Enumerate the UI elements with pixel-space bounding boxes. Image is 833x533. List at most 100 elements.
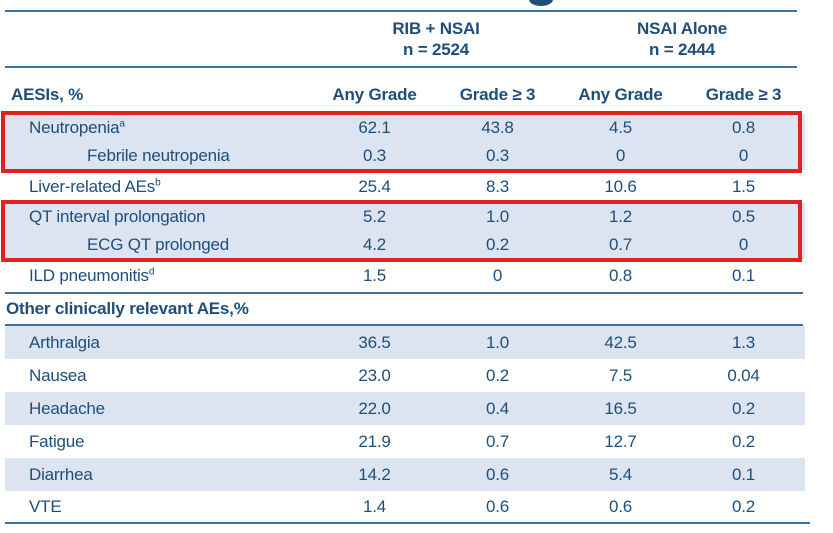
value-cell: 1.2 — [608, 207, 633, 226]
value-cell: 1.4 — [362, 496, 387, 516]
value-cell: 0.8 — [608, 265, 633, 285]
value-cell: 1.5 — [731, 176, 756, 196]
table-row-ecg-qt-prolonged: ECG QT prolonged 4.2 0.2 0.7 0 — [5, 231, 805, 259]
col-header-grade3-1: Grade ≥ 3 — [459, 85, 536, 104]
value-cell: 0.8 — [731, 118, 756, 137]
value-cell: 4.5 — [608, 118, 633, 137]
value-cell: 0.2 — [731, 431, 756, 451]
row-label: VTE — [29, 496, 62, 516]
value-cell: 0.3 — [362, 146, 387, 165]
value-cell: 0.5 — [731, 207, 756, 226]
value-cell: 0.2 — [731, 496, 756, 516]
section-top-rule — [5, 292, 803, 294]
value-cell: 23.0 — [358, 365, 391, 385]
row-label: Fatigue — [29, 431, 85, 451]
row-label: Diarrhea — [29, 464, 93, 484]
value-cell: 0.7 — [485, 431, 510, 451]
group-header-rib-nsai: RIB + NSAI n = 2524 — [313, 12, 559, 66]
value-cell: 0.4 — [485, 398, 510, 418]
value-cell: 0 — [615, 146, 626, 165]
footnote-marker: a — [119, 118, 125, 130]
value-cell: 36.5 — [358, 332, 391, 352]
value-cell: 0.6 — [485, 496, 510, 516]
row-label: Headache — [29, 398, 105, 418]
column-header-row: AESIs, % Any Grade Grade ≥ 3 Any Grade G… — [5, 68, 805, 114]
qt-prolongation-highlight-group: QT interval prolongation 5.2 1.0 1.2 0.5… — [0, 200, 833, 262]
table-row-arthralgia: Arthralgia 36.5 1.0 42.5 1.3 — [5, 326, 805, 359]
footnote-marker: b — [155, 176, 161, 188]
value-cell: 1.0 — [485, 207, 510, 226]
row-label: Neutropeniaa — [29, 118, 125, 137]
table-row-qt-interval-prolongation: QT interval prolongation 5.2 1.0 1.2 0.5 — [5, 203, 805, 231]
value-cell: 21.9 — [358, 431, 391, 451]
value-cell: 0.2 — [485, 235, 510, 254]
top-spacer — [0, 0, 833, 10]
row-label: QT interval prolongation — [29, 207, 206, 226]
value-cell: 42.5 — [604, 332, 637, 352]
empty-corner-cell — [5, 12, 313, 66]
table-row-vte: VTE 1.4 0.6 0.6 0.2 — [5, 491, 805, 522]
row-label: ILD pneumonitisd — [29, 265, 155, 285]
value-cell: 4.2 — [362, 235, 387, 254]
value-cell: 0 — [492, 265, 503, 285]
header-divider-rule — [5, 66, 797, 68]
col-header-grade3-2: Grade ≥ 3 — [705, 85, 782, 104]
section-header-other-aes: Other clinically relevant AEs,% — [6, 299, 249, 318]
table-top-rule — [5, 10, 797, 12]
value-cell: 1.3 — [731, 332, 756, 352]
col-header-any-grade-1: Any Grade — [332, 85, 417, 104]
table-row-nausea: Nausea 23.0 0.2 7.5 0.04 — [5, 359, 805, 392]
group-n: n = 2444 — [649, 40, 715, 59]
neutropenia-highlight-group: Neutropeniaa 62.1 43.8 4.5 0.8 Febrile n… — [0, 111, 833, 173]
value-cell: 0 — [738, 146, 749, 165]
value-cell: 0.2 — [485, 365, 510, 385]
value-cell: 0.3 — [485, 146, 510, 165]
table-bottom-rule — [5, 522, 810, 524]
group-name: RIB + NSAI — [392, 19, 480, 38]
value-cell: 1.0 — [485, 332, 510, 352]
col-header-any-grade-2: Any Grade — [578, 85, 663, 104]
value-cell: 62.1 — [358, 118, 391, 137]
section-bottom-rule — [5, 324, 803, 326]
footnote-marker: d — [148, 265, 155, 277]
table-row-liver-related-aes: Liver-related AEsb 25.4 8.3 10.6 1.5 — [5, 170, 805, 203]
value-cell: 0.2 — [731, 398, 756, 418]
value-cell: 0.1 — [731, 464, 756, 484]
table-row-diarrhea: Diarrhea 14.2 0.6 5.4 0.1 — [5, 458, 805, 491]
value-cell: 0.6 — [608, 496, 633, 516]
group-header-nsai-alone: NSAI Alone n = 2444 — [559, 12, 805, 66]
table-row-febrile-neutropenia: Febrile neutropenia 0.3 0.3 0 0 — [5, 142, 805, 170]
row-label: Liver-related AEsb — [29, 176, 161, 196]
row-header-aesis: AESIs, % — [11, 85, 84, 104]
table-row-headache: Headache 22.0 0.4 16.5 0.2 — [5, 392, 805, 425]
value-cell: 0.1 — [731, 265, 756, 285]
value-cell: 16.5 — [604, 398, 637, 418]
value-cell: 0.7 — [608, 235, 633, 254]
table-row-ild-pneumonitis: ILD pneumonitisd 1.5 0 0.8 0.1 — [5, 259, 805, 292]
row-label: Arthralgia — [29, 332, 100, 352]
value-cell: 1.5 — [362, 265, 387, 285]
value-cell: 5.2 — [362, 207, 387, 226]
value-cell: 10.6 — [604, 176, 637, 196]
value-cell: 7.5 — [608, 365, 633, 385]
row-label: ECG QT prolonged — [87, 235, 230, 254]
table-row-neutropenia: Neutropeniaa 62.1 43.8 4.5 0.8 — [5, 114, 805, 142]
value-cell: 0.04 — [727, 365, 760, 385]
value-cell: 25.4 — [358, 176, 391, 196]
row-label: Febrile neutropenia — [87, 146, 230, 165]
group-name: NSAI Alone — [637, 19, 727, 38]
cropped-title-letter-fragment — [529, 0, 553, 6]
value-cell: 8.3 — [485, 176, 510, 196]
value-cell: 12.7 — [604, 431, 637, 451]
treatment-group-header-row: RIB + NSAI n = 2524 NSAI Alone n = 2444 — [5, 12, 805, 66]
value-cell: 0.6 — [485, 464, 510, 484]
value-cell: 5.4 — [608, 464, 633, 484]
value-cell: 0 — [738, 235, 749, 254]
value-cell: 14.2 — [358, 464, 391, 484]
table-row-fatigue: Fatigue 21.9 0.7 12.7 0.2 — [5, 425, 805, 458]
row-label: Nausea — [29, 365, 87, 385]
value-cell: 43.8 — [481, 118, 514, 137]
value-cell: 22.0 — [358, 398, 391, 418]
group-n: n = 2524 — [403, 40, 469, 59]
